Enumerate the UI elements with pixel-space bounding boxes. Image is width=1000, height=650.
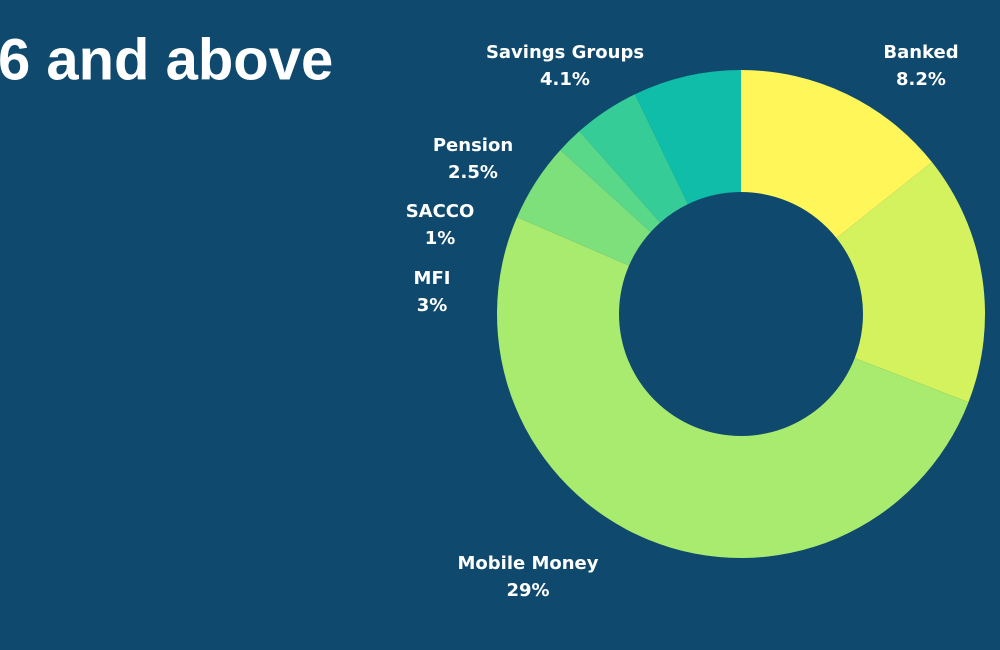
segment-label: SACCO [406, 201, 475, 222]
segment-value-label: 2.5% [448, 162, 498, 183]
donut-segment [741, 70, 933, 239]
segment-value-label: 3% [417, 295, 448, 316]
donut-segment [517, 149, 651, 266]
segment-label: Savings Groups [486, 42, 644, 63]
segment-label: MFI [414, 268, 451, 289]
segment-label: Mobile Money [457, 553, 598, 574]
segment-value-label: 8.2% [896, 69, 946, 90]
chart-title: 6 and above [0, 27, 333, 92]
segment-value-label: 4.1% [540, 69, 590, 90]
segment-label: Banked [883, 42, 958, 63]
segment-value-label: 29% [506, 580, 549, 601]
segment-value-label: 1% [425, 228, 456, 249]
segment-label: Pension [433, 135, 513, 156]
donut-segment [579, 94, 688, 223]
donut-segment [496, 217, 969, 559]
donut-segment [634, 70, 741, 205]
donut-segment [560, 131, 661, 232]
donut-segment [836, 162, 985, 403]
